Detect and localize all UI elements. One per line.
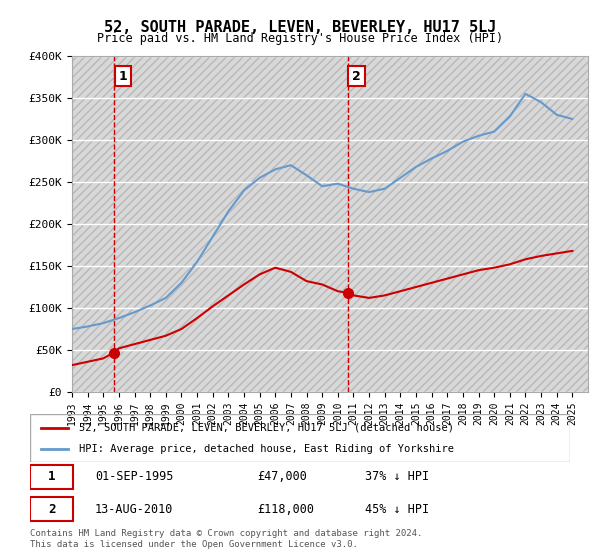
Text: 1: 1 <box>48 470 55 483</box>
Text: HPI: Average price, detached house, East Riding of Yorkshire: HPI: Average price, detached house, East… <box>79 444 454 454</box>
Text: £118,000: £118,000 <box>257 502 314 516</box>
Text: 01-SEP-1995: 01-SEP-1995 <box>95 470 173 483</box>
Text: Price paid vs. HM Land Registry's House Price Index (HPI): Price paid vs. HM Land Registry's House … <box>97 32 503 45</box>
Text: 45% ↓ HPI: 45% ↓ HPI <box>365 502 429 516</box>
Text: Contains HM Land Registry data © Crown copyright and database right 2024.
This d: Contains HM Land Registry data © Crown c… <box>30 529 422 549</box>
Text: £47,000: £47,000 <box>257 470 307 483</box>
Bar <box>30 465 73 489</box>
Text: 52, SOUTH PARADE, LEVEN, BEVERLEY, HU17 5LJ: 52, SOUTH PARADE, LEVEN, BEVERLEY, HU17 … <box>104 20 496 35</box>
Text: 2: 2 <box>352 69 361 82</box>
Text: 13-AUG-2010: 13-AUG-2010 <box>95 502 173 516</box>
Text: 52, SOUTH PARADE, LEVEN, BEVERLEY, HU17 5LJ (detached house): 52, SOUTH PARADE, LEVEN, BEVERLEY, HU17 … <box>79 423 454 433</box>
Text: 2: 2 <box>48 502 55 516</box>
Text: 1: 1 <box>118 69 127 82</box>
Bar <box>30 497 73 521</box>
Text: 37% ↓ HPI: 37% ↓ HPI <box>365 470 429 483</box>
